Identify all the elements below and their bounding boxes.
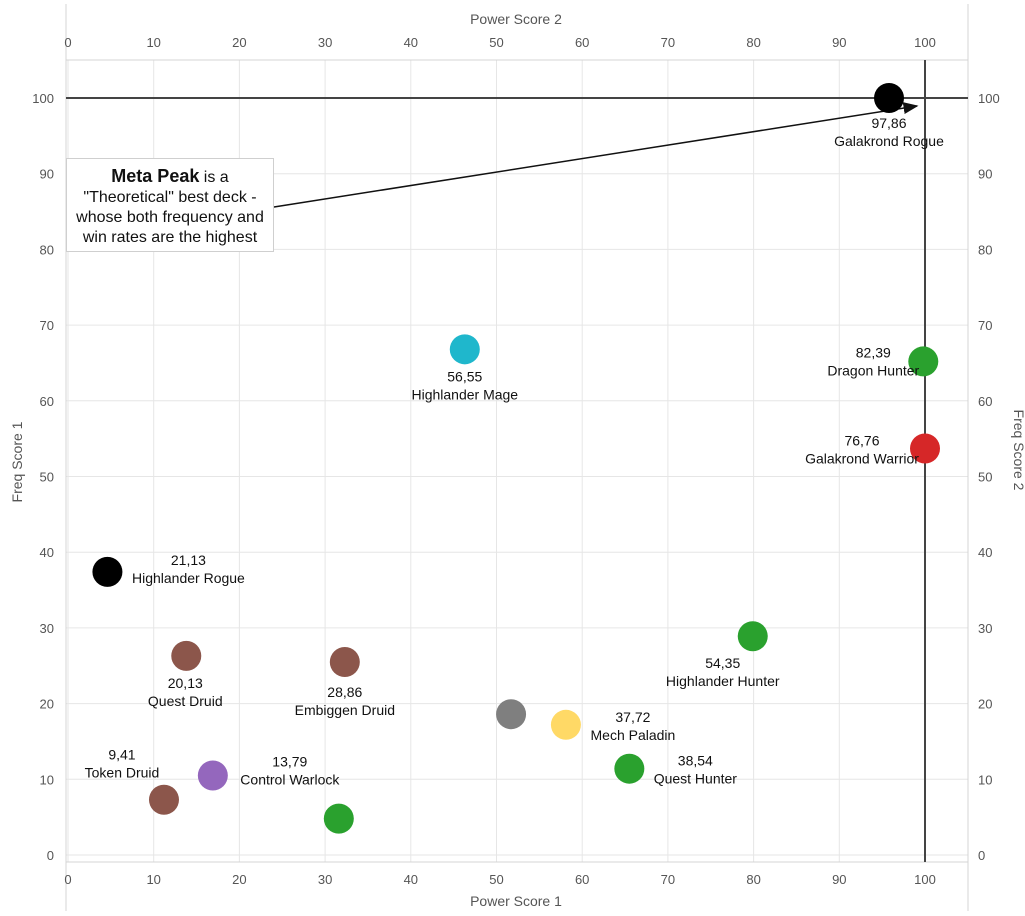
x-tick-label-bottom: 30 bbox=[318, 872, 332, 887]
y-tick-label-right: 100 bbox=[978, 91, 1000, 106]
point-score-label: 13,79 bbox=[272, 754, 307, 770]
y-tick-label-left: 20 bbox=[40, 697, 54, 712]
scatter-point bbox=[92, 556, 123, 587]
point-name-label: Quest Druid bbox=[148, 693, 223, 709]
point-name-label: Galakrond Rogue bbox=[834, 133, 944, 149]
point-score-label: 76,76 bbox=[844, 432, 879, 448]
scatter-point bbox=[171, 640, 202, 671]
y-tick-label-left: 90 bbox=[40, 167, 54, 182]
point-score-label: 82,39 bbox=[856, 344, 891, 360]
x-tick-label-bottom: 10 bbox=[146, 872, 160, 887]
x-tick-label-top: 30 bbox=[318, 35, 332, 50]
annotation-line3: whose both frequency and bbox=[76, 209, 264, 226]
point-name-label: Galakrond Warrior bbox=[805, 450, 919, 466]
y-tick-label-right: 30 bbox=[978, 621, 992, 636]
y-tick-label-right: 70 bbox=[978, 318, 992, 333]
point-score-label: 21,13 bbox=[171, 552, 206, 568]
scatter-point bbox=[908, 346, 939, 377]
x-tick-label-bottom: 100 bbox=[914, 872, 936, 887]
y-tick-label-right: 0 bbox=[978, 848, 985, 863]
y-tick-label-right: 50 bbox=[978, 470, 992, 485]
point-score-label: 97,86 bbox=[871, 115, 906, 131]
x-tick-label-top: 0 bbox=[64, 35, 71, 50]
point-score-label: 56,55 bbox=[447, 368, 482, 384]
point-score-label: 37,72 bbox=[615, 709, 650, 725]
y-axis-title-right: Freq Score 2 bbox=[1011, 410, 1025, 491]
point-score-label: 38,54 bbox=[678, 753, 713, 769]
x-tick-label-bottom: 90 bbox=[832, 872, 846, 887]
y-tick-label-left: 50 bbox=[40, 470, 54, 485]
y-tick-label-right: 90 bbox=[978, 167, 992, 182]
point-name-label: Embiggen Druid bbox=[295, 702, 395, 718]
x-tick-label-top: 70 bbox=[661, 35, 675, 50]
point-name-label: Token Druid bbox=[85, 765, 160, 781]
point-name-label: Mech Paladin bbox=[591, 727, 676, 743]
x-tick-label-top: 100 bbox=[914, 35, 936, 50]
y-tick-label-right: 10 bbox=[978, 772, 992, 787]
scatter-point bbox=[737, 621, 768, 652]
x-tick-label-top: 20 bbox=[232, 35, 246, 50]
y-tick-label-left: 0 bbox=[47, 848, 54, 863]
point-name-label: Dragon Hunter bbox=[827, 362, 919, 378]
scatter-point bbox=[329, 646, 360, 677]
scatter-point bbox=[496, 699, 527, 730]
scatter-point bbox=[323, 803, 354, 834]
point-score-label: 20,13 bbox=[168, 675, 203, 691]
point-name-label: Quest Hunter bbox=[654, 771, 738, 787]
scatter-point bbox=[874, 83, 905, 113]
y-tick-label-right: 80 bbox=[978, 242, 992, 257]
annotation-line4: win rates are the highest bbox=[82, 229, 258, 246]
point-score-label: 9,41 bbox=[108, 747, 135, 763]
scatter-point bbox=[197, 760, 228, 791]
point-name-label: Control Warlock bbox=[240, 772, 340, 788]
x-tick-label-top: 50 bbox=[489, 35, 503, 50]
y-tick-label-left: 70 bbox=[40, 318, 54, 333]
y-tick-label-right: 60 bbox=[978, 394, 992, 409]
y-axis-title-left: Freq Score 1 bbox=[9, 421, 25, 502]
point-name-label: Highlander Hunter bbox=[666, 673, 780, 689]
y-tick-label-left: 30 bbox=[40, 621, 54, 636]
x-tick-label-bottom: 60 bbox=[575, 872, 589, 887]
y-tick-label-right: 40 bbox=[978, 545, 992, 560]
x-tick-label-top: 90 bbox=[832, 35, 846, 50]
x-axis-title-top: Power Score 2 bbox=[470, 11, 562, 27]
x-tick-label-bottom: 20 bbox=[232, 872, 246, 887]
x-tick-label-top: 40 bbox=[404, 35, 418, 50]
annotation-arrow bbox=[273, 102, 919, 208]
scatter-point bbox=[614, 753, 645, 784]
annotation-bold: Meta Peak bbox=[111, 166, 200, 186]
x-tick-label-top: 10 bbox=[146, 35, 160, 50]
x-tick-label-top: 80 bbox=[746, 35, 760, 50]
annotation-line2: "Theoretical" best deck - bbox=[83, 189, 257, 206]
y-tick-label-right: 20 bbox=[978, 697, 992, 712]
x-tick-label-bottom: 80 bbox=[746, 872, 760, 887]
meta-peak-annotation: Meta Peak is a "Theoretical" best deck -… bbox=[66, 158, 274, 252]
y-tick-label-left: 60 bbox=[40, 394, 54, 409]
point-name-label: Highlander Rogue bbox=[132, 570, 245, 586]
y-tick-label-left: 100 bbox=[32, 91, 54, 106]
scatter-point bbox=[910, 433, 940, 464]
scatter-point bbox=[449, 334, 480, 365]
x-axis-title-bottom: Power Score 1 bbox=[470, 893, 562, 909]
y-tick-label-left: 80 bbox=[40, 242, 54, 257]
point-score-label: 54,35 bbox=[705, 655, 740, 671]
point-name-label: Highlander Mage bbox=[411, 386, 518, 402]
x-tick-label-bottom: 50 bbox=[489, 872, 503, 887]
y-tick-label-left: 10 bbox=[40, 772, 54, 787]
x-tick-label-bottom: 40 bbox=[404, 872, 418, 887]
x-tick-label-top: 60 bbox=[575, 35, 589, 50]
scatter-point bbox=[148, 784, 179, 815]
x-tick-label-bottom: 70 bbox=[661, 872, 675, 887]
annotation-line1: is a bbox=[199, 169, 229, 186]
x-tick-label-bottom: 0 bbox=[64, 872, 71, 887]
y-tick-label-left: 40 bbox=[40, 545, 54, 560]
point-score-label: 28,86 bbox=[327, 684, 362, 700]
scatter-point bbox=[550, 709, 581, 740]
